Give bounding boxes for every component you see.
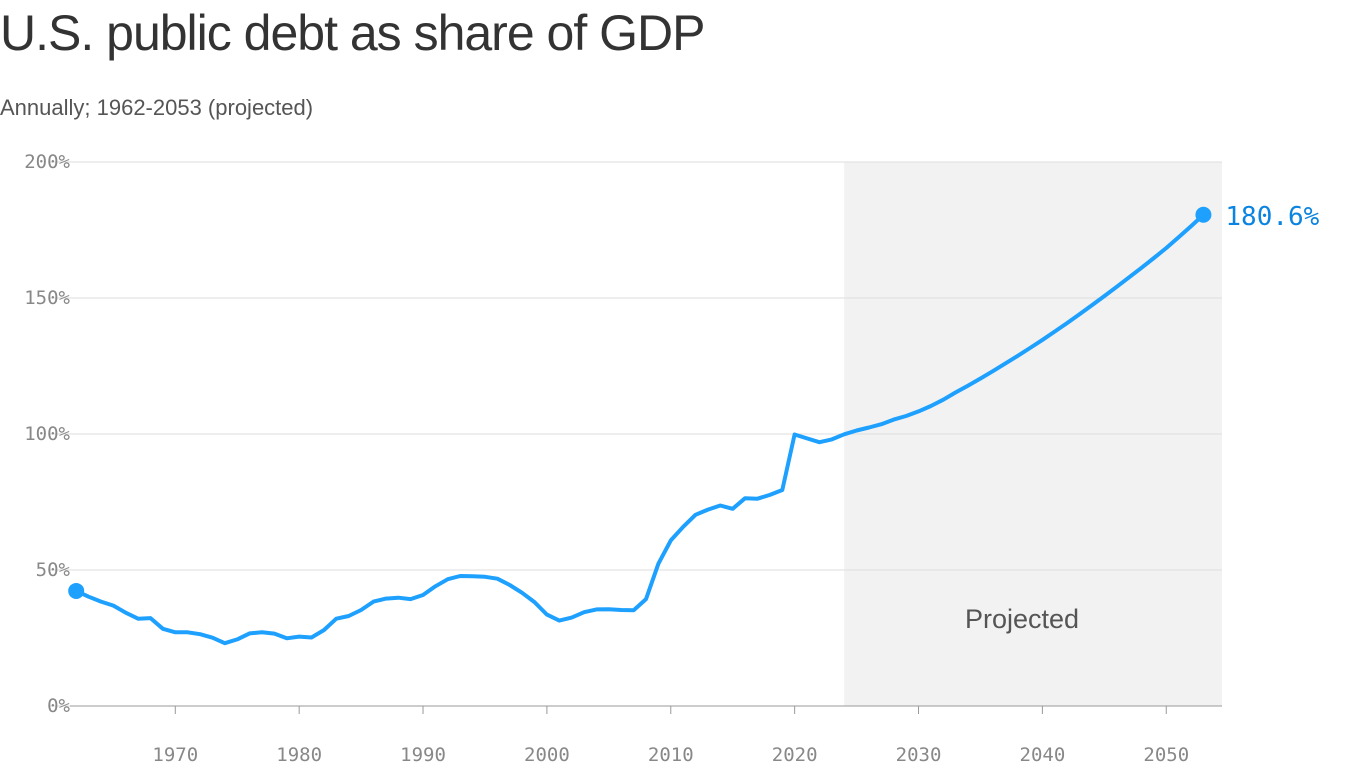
debt-series-line bbox=[74, 212, 1206, 646]
x-tick-label: 1980 bbox=[276, 744, 322, 766]
x-tick-label: 2020 bbox=[772, 744, 818, 766]
x-tick-label: 2050 bbox=[1143, 744, 1189, 766]
end-point bbox=[1195, 206, 1212, 223]
projected-label: Projected bbox=[965, 604, 1079, 634]
x-tick-label: 2010 bbox=[648, 744, 694, 766]
x-tick-label: 1970 bbox=[152, 744, 198, 766]
y-tick-label: 100% bbox=[24, 423, 70, 445]
chart-subtitle: Annually; 1962-2053 (projected) bbox=[0, 95, 314, 120]
y-tick-label: 50% bbox=[36, 559, 71, 581]
x-tick-label: 2000 bbox=[524, 744, 570, 766]
x-tick-label: 2030 bbox=[896, 744, 942, 766]
start-point bbox=[68, 582, 85, 599]
chart-title: U.S. public debt as share of GDP bbox=[0, 5, 705, 61]
y-tick-label: 200% bbox=[24, 151, 70, 173]
y-tick-label: 150% bbox=[24, 287, 70, 309]
end-value-label: 180.6% bbox=[1225, 202, 1319, 232]
x-tick-label: 2040 bbox=[1020, 744, 1066, 766]
x-tick-label: 1990 bbox=[400, 744, 446, 766]
y-tick-label: 0% bbox=[47, 695, 70, 717]
